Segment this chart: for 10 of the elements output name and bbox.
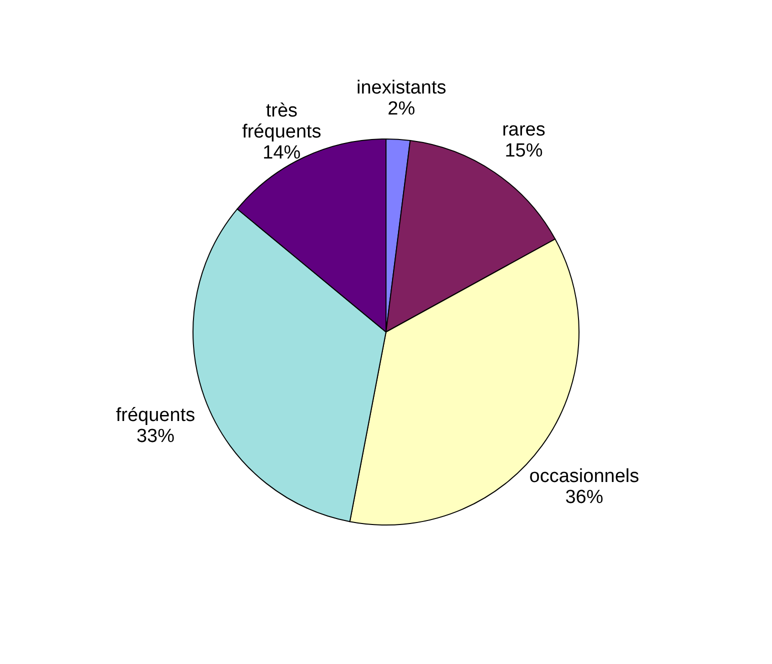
slice-label: fréquents: [116, 404, 196, 426]
slice-label: occasionnels: [529, 466, 640, 488]
data-label: 14%: [262, 142, 301, 164]
slice-label: inexistants: [356, 77, 446, 98]
data-label: 36%: [565, 487, 604, 508]
data-label: 2%: [388, 98, 416, 120]
slice-label: très fréquents: [242, 100, 322, 142]
data-label: 33%: [136, 426, 175, 447]
data-label: 15%: [504, 140, 543, 162]
slice-label: rares: [502, 119, 546, 140]
